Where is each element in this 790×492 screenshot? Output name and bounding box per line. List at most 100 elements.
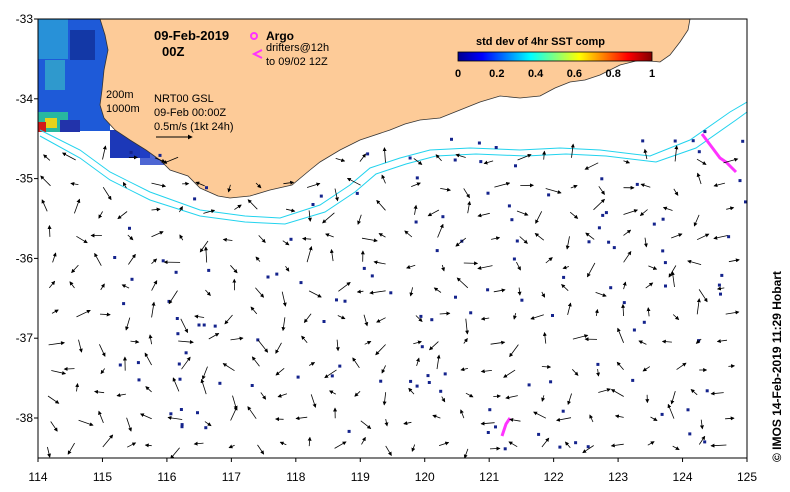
- current-vector: [230, 406, 238, 421]
- current-vector: [180, 318, 188, 334]
- current-vector: [696, 233, 710, 241]
- sst-pixel: [366, 152, 370, 156]
- current-vector: [63, 366, 75, 371]
- current-vector: [204, 421, 212, 427]
- current-vector: [168, 290, 178, 305]
- current-vector: [513, 312, 517, 320]
- sst-pixel: [660, 412, 664, 416]
- current-vector: [194, 314, 205, 319]
- sst-pixel: [661, 217, 665, 221]
- sst-pixel: [494, 425, 497, 429]
- current-vector: [76, 235, 88, 244]
- current-vector: [122, 181, 127, 189]
- current-vector: [127, 234, 134, 241]
- current-vector: [144, 443, 152, 448]
- current-vector: [696, 172, 702, 185]
- current-vector: [283, 180, 295, 185]
- current-vector: [99, 312, 111, 317]
- current-vector: [222, 363, 235, 372]
- current-vector: [535, 211, 543, 224]
- sst-pixel: [515, 239, 519, 243]
- current-vector: [251, 356, 260, 367]
- current-vector: [617, 327, 624, 343]
- current-vector: [127, 442, 137, 448]
- current-vector: [74, 198, 81, 214]
- legend-tracks: Argo drifters@12h to 09/02 12Z: [250, 29, 329, 68]
- current-vector: [696, 158, 707, 165]
- current-vector: [234, 204, 242, 210]
- sst-pixel: [389, 291, 393, 295]
- sst-pixel: [439, 389, 443, 393]
- current-vector: [51, 309, 59, 314]
- sst-pixel: [213, 324, 217, 328]
- current-vector: [309, 362, 316, 366]
- current-vector: [403, 421, 412, 426]
- current-vector: [508, 441, 518, 448]
- drifter-track-east: [700, 133, 738, 174]
- sst-pixel: [520, 298, 524, 302]
- contour-200m: [39, 101, 747, 219]
- colorbar-tick-label: 1: [649, 68, 655, 80]
- current-vector: [687, 259, 702, 265]
- current-vector: [255, 182, 262, 189]
- sst-pixel: [178, 377, 182, 381]
- current-vector: [595, 292, 607, 297]
- current-vector: [258, 235, 266, 243]
- current-vector: [69, 281, 75, 289]
- y-tick-label: -34: [16, 92, 34, 106]
- sst-pixel: [343, 299, 347, 303]
- current-vector: [598, 186, 605, 195]
- current-vector: [172, 377, 180, 392]
- current-vector: [52, 252, 57, 263]
- current-vector: [78, 339, 83, 353]
- current-vector: [519, 236, 528, 244]
- sst-pixel: [197, 323, 201, 327]
- current-vector: [322, 212, 335, 224]
- current-vector: [661, 339, 672, 344]
- header-time: 00Z: [162, 44, 184, 59]
- sst-pixel: [609, 286, 613, 290]
- current-vector: [616, 361, 624, 370]
- current-vector: [671, 233, 683, 239]
- current-vector: [51, 370, 67, 375]
- sst-pixel: [691, 139, 695, 143]
- current-vector: [364, 341, 372, 345]
- x-tick-label: 125: [737, 470, 757, 484]
- sst-pixel: [612, 246, 616, 250]
- sst-pixel: [719, 292, 722, 296]
- current-vector: [148, 334, 153, 345]
- sst-pixel: [741, 139, 745, 143]
- sst-pixel: [486, 288, 490, 292]
- sst-pixel: [738, 179, 742, 183]
- current-vector: [47, 446, 51, 458]
- x-tick-label: 114: [28, 470, 47, 484]
- sst-pixel: [727, 235, 731, 239]
- current-vector: [491, 236, 501, 241]
- current-vector: [562, 265, 570, 270]
- current-vector: [673, 188, 679, 196]
- current-vector: [361, 237, 378, 243]
- current-vector: [404, 230, 413, 238]
- current-vector: [567, 302, 572, 315]
- current-vector: [295, 416, 308, 421]
- sst-pixel: [547, 193, 551, 197]
- current-vector: [570, 143, 575, 158]
- current-vector: [382, 147, 387, 163]
- current-vector: [62, 152, 76, 161]
- current-vector: [381, 174, 386, 184]
- current-vector: [275, 367, 285, 376]
- sst-pixel: [122, 302, 126, 306]
- current-vector: [205, 289, 211, 296]
- current-vector: [94, 252, 102, 266]
- colorbar: std dev of 4hr SST comp 0 0.2 0.4 0.6 0.8 1: [455, 36, 655, 80]
- current-vector: [78, 419, 94, 427]
- current-vector: [277, 393, 288, 398]
- current-vector: [427, 209, 440, 217]
- current-vector: [439, 311, 451, 316]
- current-vector: [337, 315, 346, 320]
- sst-pixel: [408, 156, 412, 160]
- sst-pixel: [322, 320, 326, 323]
- current-vector: [409, 287, 414, 297]
- current-vector: [662, 206, 673, 211]
- current-vector: [334, 188, 339, 202]
